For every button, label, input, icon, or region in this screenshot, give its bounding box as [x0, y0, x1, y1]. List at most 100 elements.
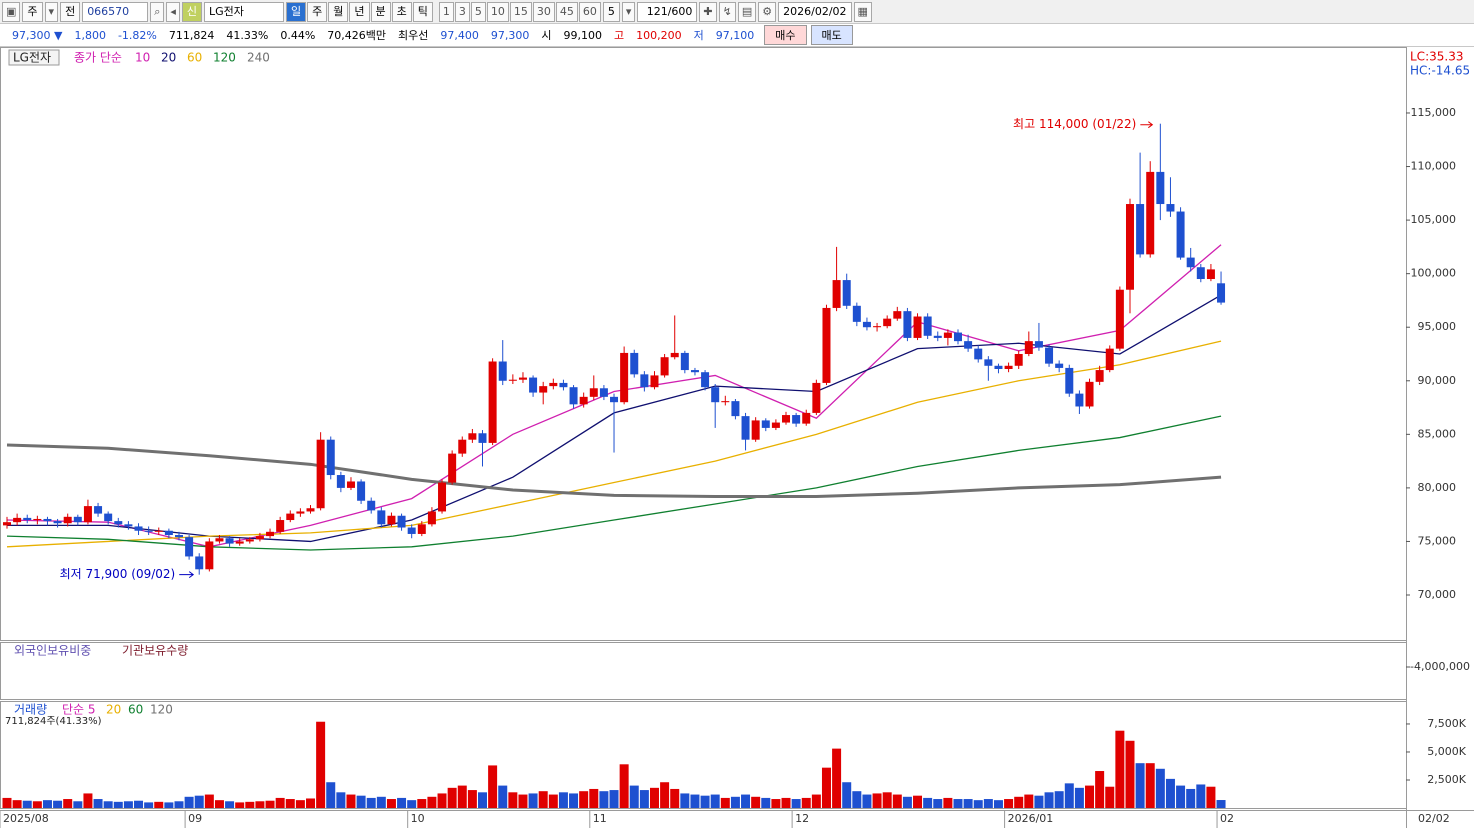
volume-bar: [791, 799, 801, 808]
x-tick-label: 10: [411, 812, 425, 825]
period-button[interactable]: 틱: [412, 1, 433, 22]
candle-body: [569, 387, 578, 405]
volume-bar: [204, 794, 214, 808]
interval-button[interactable]: 60: [578, 1, 601, 22]
tool-icon[interactable]: ↯: [718, 1, 736, 22]
y-tick-label: 80,000: [1418, 481, 1457, 494]
period-button[interactable]: 주: [307, 1, 328, 22]
period-button[interactable]: 초: [391, 1, 412, 22]
tool-icon[interactable]: ✚: [699, 1, 717, 22]
date-field[interactable]: 2026/02/02: [778, 1, 852, 22]
candle-body: [1115, 289, 1124, 349]
y-tick-label: 90,000: [1418, 374, 1457, 387]
candle-body: [326, 439, 335, 476]
candle-body: [630, 352, 639, 375]
ma-line: [6, 340, 1222, 548]
legend-box: [8, 49, 60, 66]
code-input[interactable]: 066570: [82, 1, 149, 22]
candle-body: [1125, 204, 1134, 290]
scope-button[interactable]: 전: [60, 1, 81, 22]
search-button[interactable]: ⌕: [150, 1, 165, 22]
candle-body: [1176, 211, 1185, 258]
candle-body: [610, 396, 619, 403]
volume-bar: [488, 765, 498, 808]
candle-body: [144, 530, 153, 532]
candle-body: [1166, 204, 1175, 212]
y-tick-label: 85,000: [1418, 427, 1457, 440]
volume-bar: [356, 795, 366, 808]
x-tick-label: 02: [1220, 812, 1234, 825]
candle-body: [83, 506, 92, 523]
volume-bar: [1186, 788, 1196, 808]
volume-bar: [1135, 763, 1145, 808]
volume-bar: [902, 796, 912, 808]
volume-bar: [548, 794, 558, 808]
volume-bar: [1216, 800, 1226, 808]
volume-bar: [761, 797, 771, 808]
candle-body: [1014, 353, 1023, 366]
quote-field: 41.33%: [226, 28, 269, 42]
period-button[interactable]: 분: [370, 1, 391, 22]
interval-button[interactable]: 45: [555, 1, 578, 22]
sell-button[interactable]: 매도: [810, 25, 853, 45]
menu-icon[interactable]: ▣: [2, 1, 21, 22]
candle-body: [518, 377, 527, 380]
interval-button[interactable]: 15: [509, 1, 532, 22]
candle-body: [387, 515, 396, 525]
volume-bar: [32, 801, 42, 808]
period-button[interactable]: 년: [349, 1, 370, 22]
market-select[interactable]: 주: [22, 1, 43, 22]
volume-bar: [22, 800, 32, 808]
candle-body: [660, 357, 669, 376]
period-button[interactable]: 일: [286, 1, 307, 22]
interval-button[interactable]: 1: [438, 1, 454, 22]
candle-body: [579, 396, 588, 405]
candle-body: [23, 517, 32, 521]
volume-bar: [93, 799, 103, 808]
volume-bar: [528, 793, 538, 808]
candle-body: [1034, 341, 1043, 348]
volume-bar: [366, 797, 376, 808]
volume-bar: [477, 792, 487, 808]
volume-bar: [397, 797, 407, 808]
candle-body: [549, 382, 558, 387]
count-select[interactable]: 5: [602, 1, 620, 22]
candle-body: [266, 531, 275, 537]
candle-body: [296, 511, 305, 514]
period-button[interactable]: 월: [328, 1, 349, 22]
candle-body: [114, 521, 123, 525]
x-tick-label: 12: [795, 812, 809, 825]
candle-body: [559, 382, 568, 388]
dropdown[interactable]: ▾: [621, 1, 636, 22]
buy-button[interactable]: 매수: [764, 25, 807, 45]
volume-bar: [599, 791, 609, 808]
sound-button[interactable]: ◂: [166, 1, 180, 22]
interval-button[interactable]: 3: [454, 1, 470, 22]
candle-body: [346, 481, 355, 488]
volume-bar: [144, 802, 154, 808]
candle-body: [1065, 367, 1074, 394]
settings-icon[interactable]: ⚙: [758, 1, 777, 22]
candle-body: [94, 506, 103, 514]
volume-bar: [1145, 763, 1155, 808]
candle-body: [852, 305, 861, 322]
legend-entry: 60: [187, 51, 202, 65]
quote-field: 97,100: [715, 28, 755, 42]
candle-body: [812, 382, 821, 413]
volume-bar: [872, 793, 882, 808]
dropdown[interactable]: ▾: [44, 1, 59, 22]
annotation-arrow: [179, 571, 195, 579]
volume-bar: [63, 799, 73, 808]
interval-button[interactable]: 10: [486, 1, 509, 22]
candle-body: [438, 482, 447, 512]
interval-button[interactable]: 5: [470, 1, 486, 22]
volume-bar: [751, 796, 761, 808]
interval-button[interactable]: 30: [532, 1, 555, 22]
candle-body: [43, 518, 52, 522]
calendar-icon[interactable]: ▦: [853, 1, 872, 22]
legend-entry: 20: [106, 703, 121, 717]
save-icon[interactable]: ▤: [737, 1, 757, 22]
annotation: 최고 114,000 (01/22): [1013, 117, 1136, 131]
candle-body: [1136, 204, 1145, 255]
quote-field: 1,800: [74, 28, 106, 42]
